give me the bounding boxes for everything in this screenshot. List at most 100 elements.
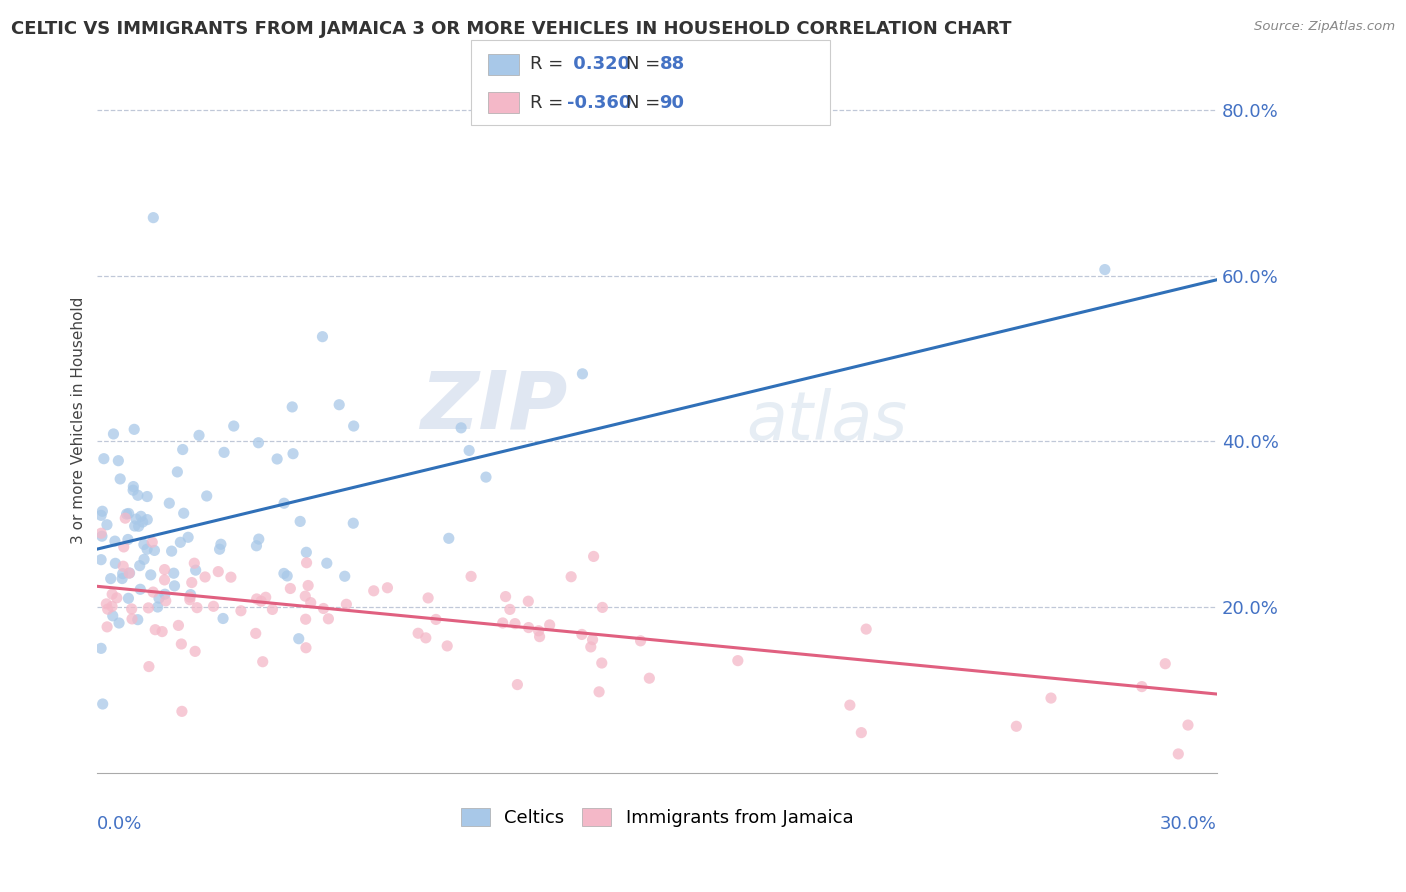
Point [311, 329, 333, 343]
Point [132, 537, 155, 551]
Point [148, 591, 170, 606]
Point [101, 608, 124, 623]
Point [588, 685, 610, 699]
Point [115, 507, 138, 521]
Point [450, 421, 472, 435]
Point [295, 545, 318, 559]
Point [342, 516, 364, 531]
Point [1040, 691, 1063, 706]
Point [104, 557, 127, 571]
Point [246, 591, 269, 606]
Point [250, 594, 273, 608]
Point [100, 572, 122, 586]
Point [138, 600, 160, 615]
Point [184, 563, 207, 577]
Point [630, 633, 652, 648]
Point [495, 590, 517, 604]
Point [150, 624, 173, 639]
Point [136, 490, 159, 504]
Point [475, 470, 498, 484]
Point [262, 602, 284, 616]
Point [335, 597, 357, 611]
Point [93, 451, 115, 466]
Point [122, 479, 145, 493]
Point [163, 566, 186, 581]
Point [166, 465, 188, 479]
Text: 88: 88 [659, 55, 685, 73]
Point [108, 472, 131, 486]
Point [138, 659, 160, 673]
Point [1167, 747, 1189, 761]
Point [142, 211, 165, 225]
Point [416, 591, 439, 605]
Text: ZIP: ZIP [420, 368, 568, 445]
Point [170, 637, 193, 651]
Point [527, 624, 550, 638]
Point [180, 575, 202, 590]
Point [179, 590, 201, 604]
Point [117, 507, 139, 521]
Point [160, 544, 183, 558]
Point [90, 508, 112, 523]
Point [506, 677, 529, 691]
Legend: Celtics, Immigrants from Jamaica: Celtics, Immigrants from Jamaica [454, 800, 860, 834]
Point [111, 566, 134, 581]
Point [172, 442, 194, 457]
Point [273, 566, 295, 581]
Point [855, 622, 877, 636]
Point [273, 496, 295, 510]
Point [141, 535, 163, 549]
Point [112, 559, 135, 574]
Point [212, 611, 235, 625]
Point [281, 447, 304, 461]
Point [143, 623, 166, 637]
Point [727, 654, 749, 668]
Text: 30.0%: 30.0% [1160, 815, 1216, 833]
Point [90, 526, 112, 541]
Point [129, 509, 152, 524]
Point [208, 542, 231, 557]
Point [579, 640, 602, 654]
Point [180, 588, 202, 602]
Point [560, 570, 582, 584]
Point [101, 599, 124, 614]
Point [91, 697, 114, 711]
Point [219, 570, 242, 584]
Point [222, 419, 245, 434]
Point [209, 537, 232, 551]
Point [851, 725, 873, 739]
Point [406, 626, 429, 640]
Text: N =: N = [626, 94, 659, 112]
Point [136, 513, 159, 527]
Point [571, 367, 593, 381]
Point [425, 612, 447, 626]
Point [155, 594, 177, 608]
Point [132, 552, 155, 566]
Point [118, 566, 141, 581]
Text: Source: ZipAtlas.com: Source: ZipAtlas.com [1254, 20, 1395, 33]
Point [318, 612, 340, 626]
Point [591, 656, 613, 670]
Point [288, 515, 311, 529]
Text: 90: 90 [659, 94, 685, 112]
Point [343, 419, 366, 434]
Point [153, 563, 176, 577]
Point [582, 549, 605, 564]
Point [436, 639, 458, 653]
Point [105, 591, 128, 605]
Point [437, 531, 460, 545]
Point [202, 599, 225, 614]
Point [170, 704, 193, 718]
Point [281, 400, 304, 414]
Point [838, 698, 860, 713]
Point [90, 641, 112, 656]
Point [1177, 718, 1199, 732]
Point [280, 582, 302, 596]
Point [136, 542, 159, 557]
Text: 0.320: 0.320 [567, 55, 630, 73]
Text: -0.360: -0.360 [567, 94, 631, 112]
Point [581, 632, 603, 647]
Point [254, 591, 277, 605]
Point [377, 581, 399, 595]
Point [638, 671, 661, 685]
